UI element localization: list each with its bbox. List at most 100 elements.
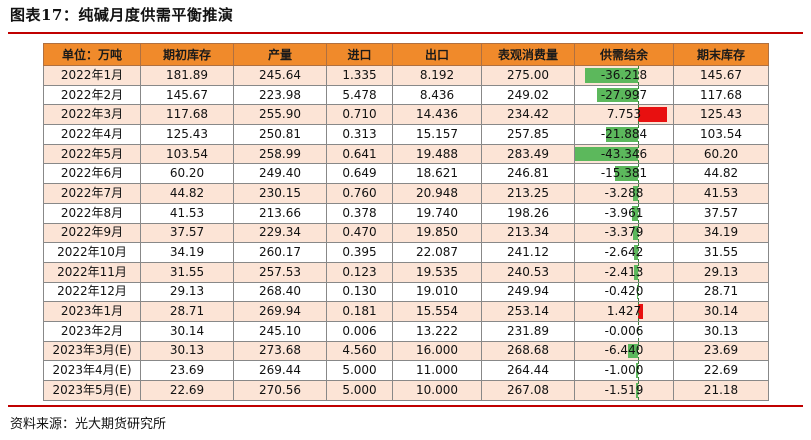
- balance-axis: [637, 105, 639, 124]
- balance-value: -36.218: [600, 67, 648, 82]
- table-row: 2023年2月 30.14 245.10 0.006 13.222 231.89 -0.00…: [43, 320, 769, 342]
- apparent-consumption-cell: 275.00: [481, 65, 575, 86]
- balance-bar: [628, 343, 638, 359]
- balance-axis: [637, 86, 639, 104]
- source-note: 资料来源：光大期货研究所: [10, 417, 167, 432]
- export-cell: 16.000: [392, 340, 482, 362]
- export-cell: 8.436: [392, 84, 482, 106]
- balance-cell: 1.427: [574, 301, 674, 322]
- closing-stock-cell: 34.19: [673, 222, 769, 244]
- month-cell: 2023年2月: [43, 320, 141, 342]
- table-row: 2022年8月 41.53 213.66 0.378 19.740 198.26 -3.96…: [43, 202, 769, 224]
- import-cell: 4.560: [326, 340, 393, 362]
- balance-value: -1.519: [604, 382, 644, 397]
- production-cell: 223.98: [233, 84, 327, 106]
- production-cell: 249.40: [233, 163, 327, 185]
- balance-cell: -2.413: [574, 261, 674, 283]
- apparent-consumption-cell: 253.14: [481, 301, 575, 322]
- month-cell: 2022年1月: [43, 65, 141, 86]
- title-rule: [8, 32, 803, 34]
- table-row: 2023年1月 28.71 269.94 0.181 15.554 253.14 1.427…: [43, 301, 769, 322]
- balance-axis: [637, 125, 639, 144]
- balance-axis: [637, 361, 639, 380]
- balance-axis: [637, 204, 639, 223]
- import-cell: 0.378: [326, 202, 393, 224]
- production-cell: 268.40: [233, 281, 327, 303]
- balance-bar: [635, 383, 638, 398]
- balance-bar: [632, 186, 638, 201]
- import-cell: 5.478: [326, 84, 393, 106]
- opening-stock-cell: 22.69: [140, 380, 234, 401]
- balance-value: 7.753: [606, 107, 642, 122]
- import-cell: 0.181: [326, 301, 393, 322]
- table-row: 2022年7月 44.82 230.15 0.760 20.948 213.25 -3.28…: [43, 183, 769, 204]
- balance-value: -15.381: [600, 166, 648, 181]
- import-cell: 0.710: [326, 104, 393, 126]
- export-cell: 14.436: [392, 104, 482, 126]
- month-cell: 2023年1月: [43, 301, 141, 322]
- closing-stock-cell: 29.13: [673, 261, 769, 283]
- apparent-consumption-cell: 240.53: [481, 261, 575, 283]
- opening-stock-cell: 41.53: [140, 202, 234, 224]
- balance-bar: [632, 205, 638, 221]
- balance-header: 供需结余: [574, 43, 674, 66]
- month-cell: 2022年6月: [43, 163, 141, 185]
- apparent-consumption-cell: 231.89: [481, 320, 575, 342]
- balance-cell: -0.420: [574, 281, 674, 303]
- production-cell: 257.53: [233, 261, 327, 283]
- apparent-consumption-header: 表观消费量: [481, 43, 575, 66]
- closing-stock-cell: 44.82: [673, 163, 769, 185]
- balance-bar: [637, 284, 638, 300]
- table-row: 2023年4月(E) 23.69 269.44 5.000 11.000 264.44 -1…: [43, 360, 769, 381]
- opening-stock-cell: 28.71: [140, 301, 234, 322]
- balance-bar: [637, 107, 668, 123]
- balance-value: -3.288: [604, 185, 644, 200]
- production-cell: 245.10: [233, 320, 327, 342]
- opening-stock-cell: 29.13: [140, 281, 234, 303]
- balance-bar: [632, 225, 638, 241]
- balance-value: -2.413: [604, 264, 644, 279]
- production-cell: 255.90: [233, 104, 327, 126]
- supply-demand-table: 单位：万吨 期初库存 产量 进口 出口 表观消费量 供需结余 期末库存 2022年1月 181.…: [43, 43, 769, 401]
- import-cell: 0.130: [326, 281, 393, 303]
- apparent-consumption-cell: 213.25: [481, 183, 575, 204]
- closing-stock-cell: 28.71: [673, 281, 769, 303]
- balance-axis: [637, 145, 639, 163]
- apparent-consumption-cell: 249.02: [481, 84, 575, 106]
- balance-cell: 7.753: [574, 104, 674, 126]
- production-cell: 213.66: [233, 202, 327, 224]
- month-cell: 2022年10月: [43, 242, 141, 263]
- import-cell: 1.335: [326, 65, 393, 86]
- balance-cell: -3.961: [574, 202, 674, 224]
- balance-cell: -6.440: [574, 340, 674, 362]
- table-row: 2022年1月 181.89 245.64 1.335 8.192 275.00 -36.2…: [43, 65, 769, 86]
- opening-stock-cell: 30.13: [140, 340, 234, 362]
- import-cell: 5.000: [326, 360, 393, 381]
- export-cell: 19.010: [392, 281, 482, 303]
- table-row: 2022年6月 60.20 249.40 0.649 18.621 246.81 -15.3…: [43, 163, 769, 185]
- opening-stock-cell: 60.20: [140, 163, 234, 185]
- header-row: 单位：万吨 期初库存 产量 进口 出口 表观消费量 供需结余 期末库存: [43, 43, 769, 66]
- balance-axis: [637, 184, 639, 203]
- month-cell: 2022年11月: [43, 261, 141, 283]
- production-cell: 273.68: [233, 340, 327, 362]
- import-cell: 0.006: [326, 320, 393, 342]
- opening-stock-cell: 181.89: [140, 65, 234, 86]
- balance-bar: [606, 127, 638, 142]
- balance-bar: [615, 166, 638, 182]
- production-cell: 250.81: [233, 124, 327, 145]
- export-cell: 13.222: [392, 320, 482, 342]
- closing-stock-cell: 103.54: [673, 124, 769, 145]
- opening-stock-cell: 37.57: [140, 222, 234, 244]
- apparent-consumption-cell: 264.44: [481, 360, 575, 381]
- apparent-consumption-cell: 268.68: [481, 340, 575, 362]
- apparent-consumption-cell: 246.81: [481, 163, 575, 185]
- export-cell: 11.000: [392, 360, 482, 381]
- export-cell: 15.157: [392, 124, 482, 145]
- table-row: 2022年5月 103.54 258.99 0.641 19.488 283.49 -43.…: [43, 143, 769, 165]
- balance-cell: -15.381: [574, 163, 674, 185]
- production-cell: 245.64: [233, 65, 327, 86]
- balance-bar: [637, 304, 644, 319]
- balance-value: -3.379: [604, 225, 644, 240]
- export-cell: 15.554: [392, 301, 482, 322]
